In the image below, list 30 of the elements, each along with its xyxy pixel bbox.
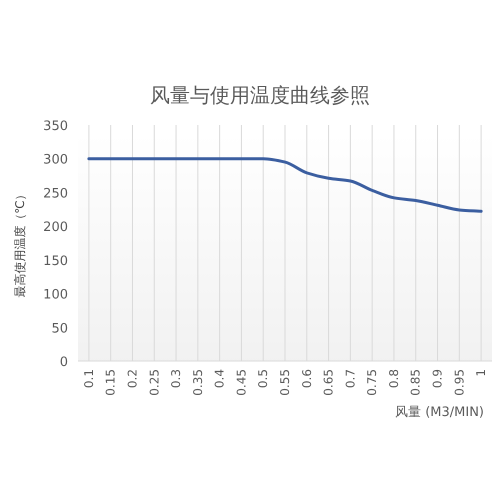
x-tick-label: 0.4	[212, 369, 227, 388]
y-tick-label: 100	[43, 288, 68, 303]
x-tick-label: 0.1	[82, 369, 96, 388]
x-tick-label: 0.15	[104, 369, 118, 396]
y-tick-label: 350	[43, 119, 68, 134]
x-tick-label: 0.85	[408, 369, 423, 396]
x-axis-title: 风量 (M3/MIN)	[395, 405, 484, 420]
x-tick-label: 1	[474, 369, 488, 377]
y-tick-label: 300	[43, 152, 68, 168]
y-axis-title: 最高使用温度（℃）	[13, 188, 27, 298]
x-tick-label: 0.65	[322, 369, 336, 396]
y-tick-label: 250	[43, 186, 68, 202]
x-tick-label: 0.75	[365, 369, 380, 396]
y-tick-label: 200	[43, 220, 68, 236]
x-tick-label: 0.95	[452, 369, 466, 396]
y-tick-label: 150	[43, 254, 68, 269]
x-tick-label: 0.7	[343, 369, 358, 388]
x-tick-label: 0.6	[300, 369, 314, 388]
x-tick-label: 0.35	[190, 369, 205, 396]
x-tick-label: 0.25	[147, 369, 162, 396]
y-tick-label: 50	[51, 321, 68, 336]
y-tick-label: 0	[60, 355, 68, 370]
chart-title: 风量与使用温度曲线参照	[150, 83, 370, 107]
x-tick-label: 0.9	[430, 369, 445, 388]
x-tick-label: 0.55	[278, 369, 292, 396]
x-tick-label: 0.8	[386, 369, 401, 388]
x-tick-label: 0.2	[125, 369, 140, 388]
x-tick-label: 0.45	[234, 369, 248, 396]
x-tick-label: 0.3	[169, 369, 184, 388]
x-tick-label: 0.5	[256, 369, 270, 388]
